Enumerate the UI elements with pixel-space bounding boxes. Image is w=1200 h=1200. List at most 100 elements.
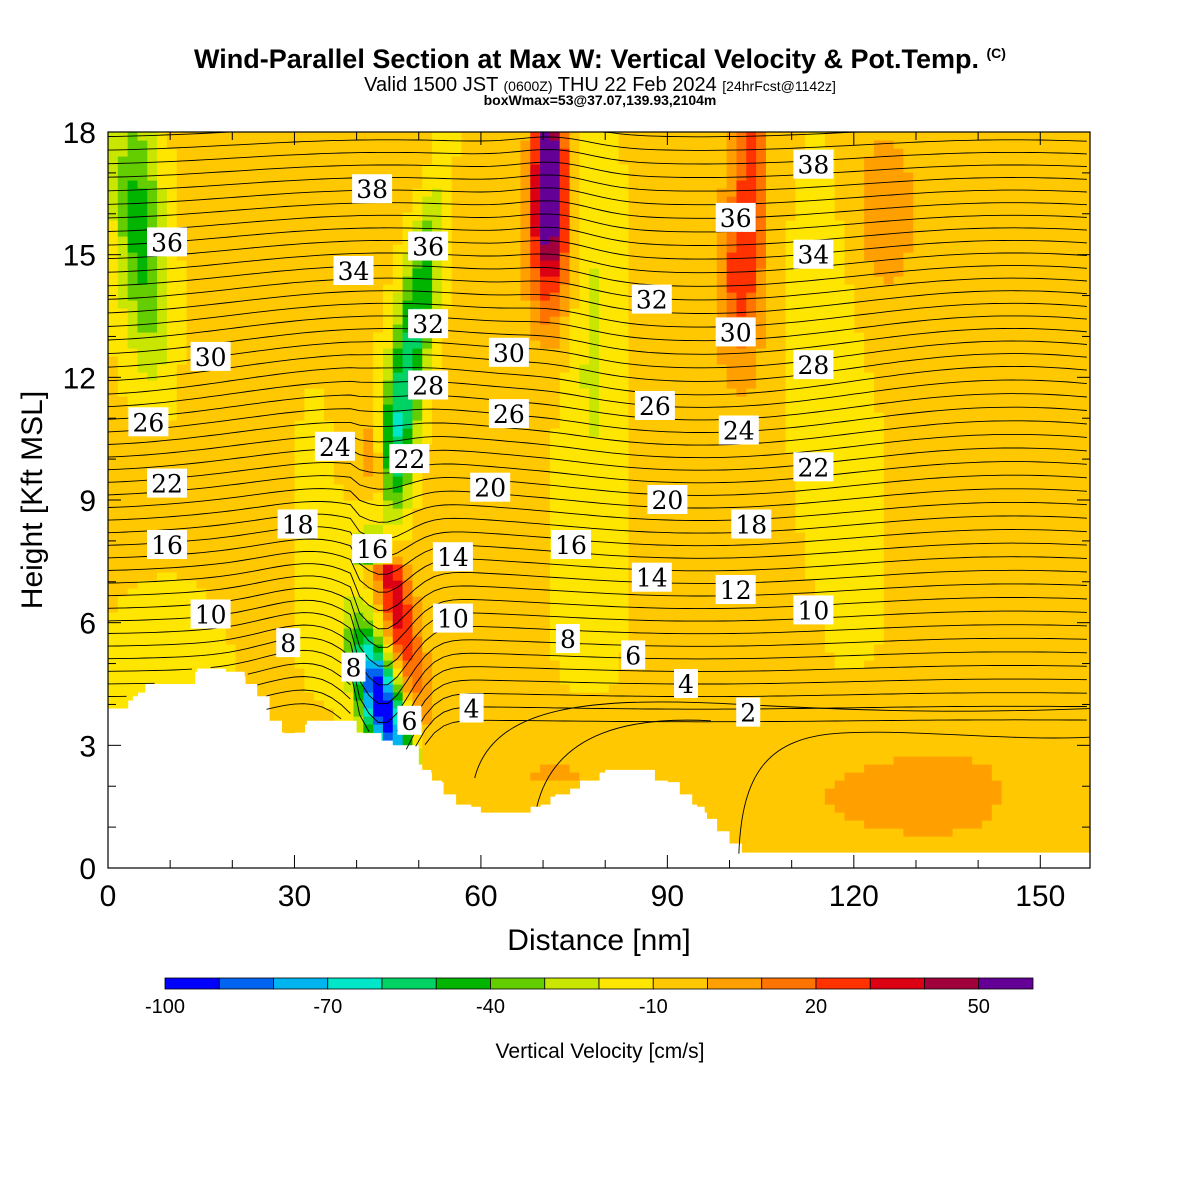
theta-label-text: 14: [437, 543, 469, 572]
y-tick-label: 12: [63, 362, 96, 395]
y-tick-label: 18: [63, 117, 96, 150]
colorbar-swatch: [164, 977, 220, 990]
theta-label: 12: [715, 575, 756, 605]
theta-label-text: 22: [151, 470, 183, 499]
copyright-mark: (C): [986, 45, 1006, 61]
theta-label: 30: [488, 337, 529, 368]
theta-label-text: 30: [720, 318, 752, 347]
theta-label: 22: [793, 452, 834, 482]
theta-label-text: 10: [797, 596, 829, 625]
theta-label-text: 12: [720, 576, 752, 605]
theta-label: 8: [555, 624, 580, 654]
theta-label: 28: [408, 370, 449, 401]
valid-time-line: Valid 1500 JST (0600Z) THU 22 Feb 2024 […: [0, 74, 1200, 97]
theta-label-text: 34: [338, 257, 370, 286]
colorbar-tick-label: -40: [476, 996, 505, 1018]
theta-label: 10: [432, 603, 473, 634]
theta-label-text: 22: [393, 445, 425, 474]
forecast-info: [24hrFcst@1142z]: [722, 78, 836, 94]
colorbar-swatch: [381, 977, 437, 990]
theta-label-text: 38: [797, 151, 829, 180]
theta-label: 4: [674, 669, 698, 699]
theta-label: 38: [793, 149, 834, 180]
theta-label-text: 14: [636, 564, 668, 593]
theta-label-text: 36: [412, 233, 444, 262]
theta-label: 26: [488, 399, 529, 429]
theta-label-text: 6: [401, 707, 417, 736]
theta-label-text: 30: [195, 343, 227, 372]
theta-label: 18: [731, 509, 772, 540]
x-tick-label: 150: [1015, 880, 1065, 913]
theta-label-text: 24: [723, 417, 755, 446]
theta-label-text: 16: [555, 531, 587, 560]
theta-label: 20: [647, 485, 688, 515]
colorbar-swatch: [652, 977, 708, 990]
theta-label: 26: [128, 407, 169, 437]
y-tick-label: 9: [79, 485, 96, 518]
colorbar: -100 -70 -40 -10 20 50 Vertical Velocity [cm/s…: [145, 977, 1034, 1063]
theta-label: 16: [147, 530, 187, 560]
colorbar-swatch: [544, 977, 600, 990]
theta-label: 10: [190, 599, 231, 630]
theta-label-text: 26: [132, 408, 164, 437]
y-tick-label: 15: [63, 240, 96, 273]
theta-label: 36: [408, 231, 449, 262]
theta-label-text: 16: [151, 531, 183, 560]
theta-label: 6: [397, 705, 422, 736]
x-tick-label: 0: [100, 880, 117, 913]
theta-label-text: 10: [195, 601, 227, 630]
theta-label: 22: [389, 444, 430, 474]
colorbar-swatch: [490, 977, 546, 990]
colorbar-swatch: [327, 977, 383, 990]
theta-label-text: 30: [493, 339, 525, 368]
x-tick-label: 90: [651, 880, 684, 913]
y-tick-label: 3: [79, 730, 96, 763]
theta-label: 14: [631, 562, 672, 593]
theta-label-text: 32: [636, 286, 668, 315]
theta-label-text: 18: [735, 511, 767, 540]
x-axis-label: Distance [nm]: [507, 924, 690, 957]
theta-label: 34: [793, 239, 834, 270]
theta-label-text: 8: [346, 654, 362, 683]
theta-label: 4: [459, 693, 484, 724]
y-tick-label: 0: [79, 853, 96, 886]
x-tick-label: 30: [278, 880, 311, 913]
colorbar-swatch: [815, 977, 871, 990]
theta-label: 24: [718, 415, 759, 446]
theta-label-text: 4: [464, 695, 480, 724]
theta-label: 16: [551, 530, 591, 560]
box-wmax-line: boxWmax=53@37.07,139.93,2104m: [483, 92, 717, 108]
theta-label-text: 8: [280, 629, 296, 658]
theta-label: 24: [314, 431, 355, 462]
colorbar-swatch: [978, 977, 1034, 990]
theta-label: 32: [631, 284, 672, 315]
colorbar-tick-label: 50: [968, 996, 990, 1018]
theta-label: 30: [715, 317, 756, 347]
valid-utc: (0600Z): [503, 78, 553, 94]
title-main: Wind-Parallel Section at Max W: Vertical…: [194, 44, 979, 74]
theta-label: 32: [408, 309, 449, 339]
colorbar-swatch: [761, 977, 817, 990]
theta-label-text: 2: [740, 699, 756, 728]
colorbar-swatch: [598, 977, 654, 990]
theta-label: 36: [715, 202, 756, 233]
theta-label: 28: [793, 350, 834, 380]
theta-label-text: 28: [412, 372, 444, 401]
theta-label-text: 38: [356, 175, 388, 204]
theta-label: 26: [634, 391, 675, 421]
theta-label: 34: [333, 256, 374, 286]
theta-label-text: 4: [678, 670, 694, 699]
valid-date: THU 22 Feb 2024: [557, 74, 717, 96]
terrain-mask: [108, 671, 1090, 868]
theta-label-text: 26: [639, 392, 671, 421]
colorbar-tick-label: -70: [313, 996, 342, 1018]
colorbar-swatch: [273, 977, 329, 990]
theta-label: 2: [736, 697, 761, 728]
theta-label-text: 32: [412, 310, 444, 339]
theta-label-text: 36: [151, 228, 183, 257]
x-tick-label: 120: [829, 880, 879, 913]
theta-label: 16: [352, 534, 393, 564]
theta-label-text: 20: [651, 486, 683, 515]
colorbar-swatch: [435, 977, 491, 990]
